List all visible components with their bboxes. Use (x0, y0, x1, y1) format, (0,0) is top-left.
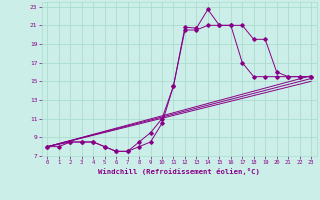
X-axis label: Windchill (Refroidissement éolien,°C): Windchill (Refroidissement éolien,°C) (98, 168, 260, 175)
